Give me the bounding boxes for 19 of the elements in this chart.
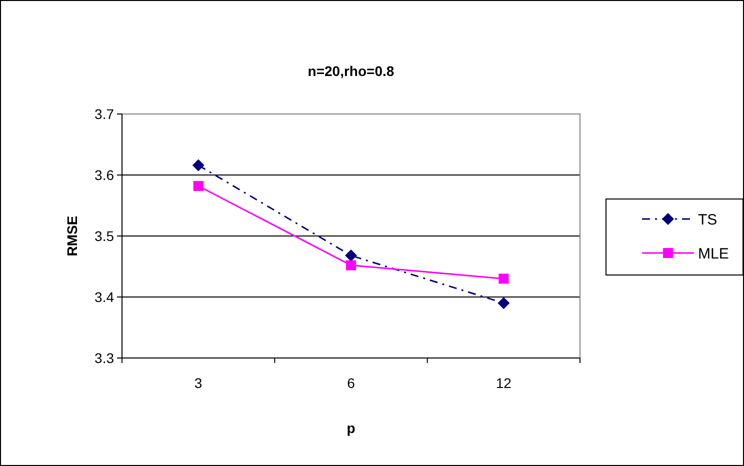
y-axis-title: RMSE (64, 216, 80, 256)
chart-title: n=20,rho=0.8 (308, 63, 394, 79)
y-tick-label: 3.6 (94, 166, 114, 183)
y-tick-label: 3.5 (94, 228, 114, 244)
point (193, 180, 204, 191)
point (498, 297, 510, 310)
point (498, 274, 509, 284)
y-tick-label: 3.7 (94, 106, 114, 122)
x-tick-label: 6 (347, 375, 356, 391)
y-tick-label: 3.3 (94, 350, 114, 366)
point (192, 159, 204, 172)
point (346, 260, 356, 270)
point (345, 250, 357, 262)
x-tick-label: 12 (496, 375, 512, 391)
y-tick-label: 3.4 (94, 288, 114, 305)
legend-label: TS (698, 211, 718, 228)
legend-label: MLE (698, 245, 729, 262)
x-axis-title: p (346, 420, 356, 436)
x-tick-label: 3 (194, 375, 202, 391)
